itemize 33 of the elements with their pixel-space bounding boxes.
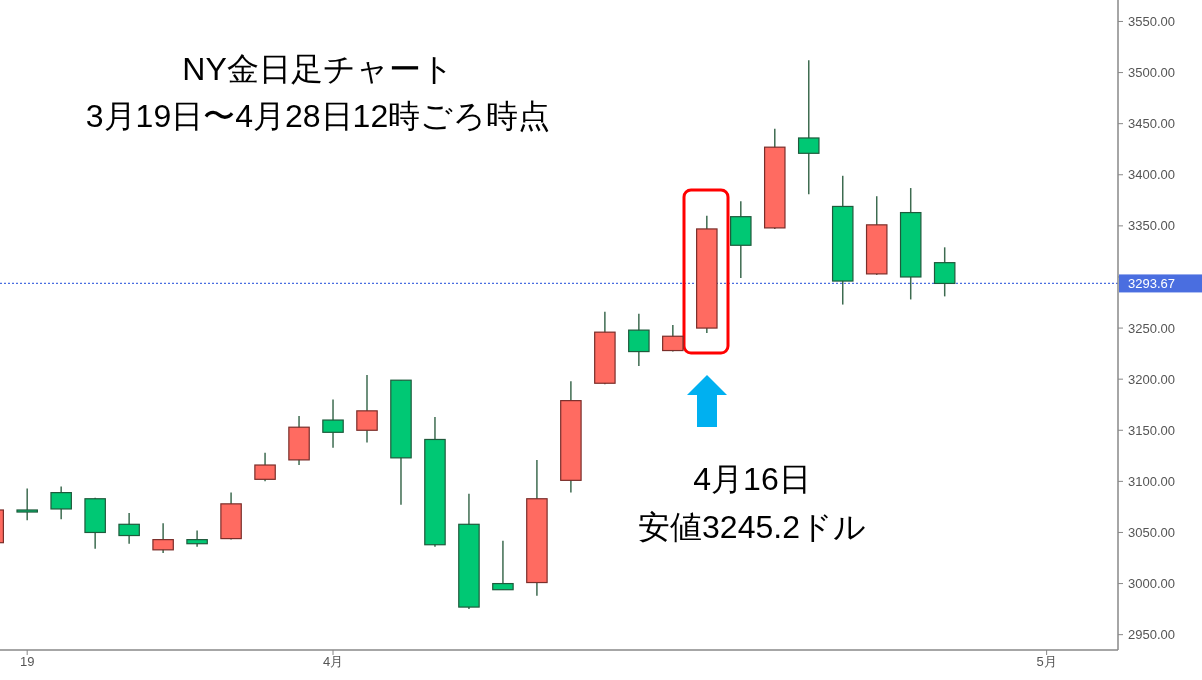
- y-tick-label: 3250.00: [1128, 320, 1175, 336]
- x-tick-label: 19: [19, 654, 35, 669]
- candlestick: [933, 246, 956, 298]
- y-tick-label: 3350.00: [1128, 218, 1175, 234]
- y-tick-label: 3400.00: [1128, 167, 1175, 183]
- y-tick-label: 2950.00: [1128, 627, 1175, 643]
- annotation: 安値3245.2ドル: [638, 509, 866, 545]
- y-tick-label: 3450.00: [1128, 116, 1175, 132]
- y-tick-label: 3500.00: [1128, 65, 1175, 81]
- candlestick: [322, 398, 344, 449]
- candlestick: [186, 529, 208, 548]
- candlestick: [152, 522, 174, 554]
- y-tick-label: 3200.00: [1128, 371, 1175, 387]
- y-tick-label: 3550.00: [1128, 13, 1175, 29]
- y-tick-label: 3000.00: [1128, 576, 1175, 592]
- candlestick: [16, 487, 38, 521]
- text: NY金日足チャート: [182, 51, 454, 87]
- y-tick-label: 3050.00: [1128, 524, 1175, 540]
- candlestick: [662, 324, 684, 353]
- candlestick: [492, 539, 514, 591]
- candlestick: [797, 59, 820, 195]
- candlestick: [118, 512, 140, 545]
- candlestick: [50, 485, 72, 520]
- x-tick-label: 4月: [322, 654, 344, 669]
- candlestick: [254, 452, 276, 483]
- candlestick: [356, 374, 378, 444]
- text: 3月19日〜4月28日12時ごろ時点: [85, 98, 551, 134]
- y-tick-label: 3100.00: [1128, 473, 1175, 489]
- candlestick: [628, 313, 650, 367]
- annotation: 4月16日: [693, 461, 811, 497]
- ref-line-label: 3293.67: [1128, 275, 1175, 291]
- x-tick-label: 5月: [1036, 654, 1057, 669]
- y-tick-label: 3150.00: [1128, 422, 1175, 438]
